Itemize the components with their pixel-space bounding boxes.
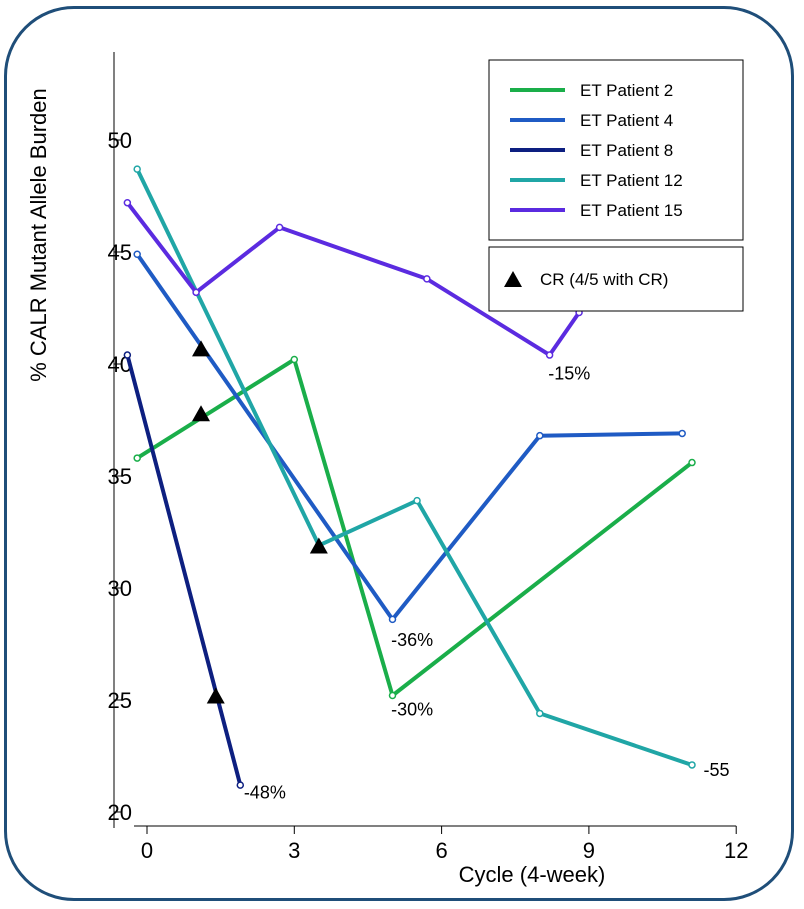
data-point: [123, 351, 132, 359]
data-point: [275, 223, 284, 232]
y-tick-label: 25: [108, 688, 132, 713]
y-tick-label: 50: [108, 128, 132, 153]
x-tick-label: 0: [141, 838, 153, 863]
x-axis-title: Cycle (4-week): [459, 862, 606, 887]
annotations: -15% -36% -30% -48% -55: [244, 364, 730, 803]
data-point: [423, 275, 431, 283]
data-point: [133, 454, 141, 462]
cr-legend-marker: [504, 271, 522, 287]
percent-change-label: -55: [704, 760, 730, 780]
data-point: [290, 355, 299, 364]
data-point: [413, 496, 421, 505]
y-tick-label: 45: [108, 240, 132, 265]
percent-change-label: -30%: [391, 700, 433, 720]
data-point: [678, 429, 686, 438]
legend-label: ET Patient 12: [580, 171, 683, 190]
x-tick-label: 6: [435, 838, 447, 863]
series-layer: [123, 165, 696, 789]
cr-marker: [206, 687, 225, 704]
data-point: [133, 165, 141, 173]
y-tick-label: 20: [108, 800, 132, 825]
cr-marker: [192, 405, 211, 422]
x-tick-label: 3: [288, 838, 300, 863]
y-tick-label: 35: [108, 464, 132, 489]
data-point: [192, 288, 200, 297]
percent-change-label: -48%: [244, 783, 286, 803]
series-line: [135, 357, 694, 698]
data-point: [133, 250, 141, 258]
x-tick-label: 9: [583, 838, 595, 863]
cr-legend-label: CR (4/5 with CR): [540, 270, 668, 289]
cr-marker: [309, 537, 328, 554]
data-point: [688, 458, 696, 467]
percent-change-label: -36%: [391, 630, 433, 650]
rounded-frame: [4, 6, 794, 901]
legend-label: ET Patient 4: [580, 111, 673, 130]
data-point: [536, 431, 544, 440]
data-point: [388, 615, 397, 624]
x-tick-label: 12: [724, 838, 748, 863]
y-axis-title: % CALR Mutant Allele Burden: [26, 88, 51, 382]
series-line: [125, 353, 243, 788]
data-point: [688, 761, 696, 769]
data-point: [388, 691, 397, 700]
legend-label: ET Patient 2: [580, 81, 673, 100]
percent-change-label: -15%: [548, 364, 590, 384]
cr-marker: [192, 340, 211, 357]
data-point: [123, 198, 132, 207]
cr-markers: [192, 340, 328, 704]
data-point: [545, 351, 554, 359]
data-point: [536, 709, 544, 718]
legend-label: ET Patient 8: [580, 141, 673, 160]
cr-legend-box: [488, 246, 744, 312]
series-line: [125, 200, 582, 357]
data-point: [236, 781, 245, 789]
y-tick-label: 30: [108, 576, 132, 601]
legend: ET Patient 2 ET Patient 4 ET Patient 8 ET P…: [488, 59, 744, 312]
legend-label: ET Patient 15: [580, 201, 683, 220]
